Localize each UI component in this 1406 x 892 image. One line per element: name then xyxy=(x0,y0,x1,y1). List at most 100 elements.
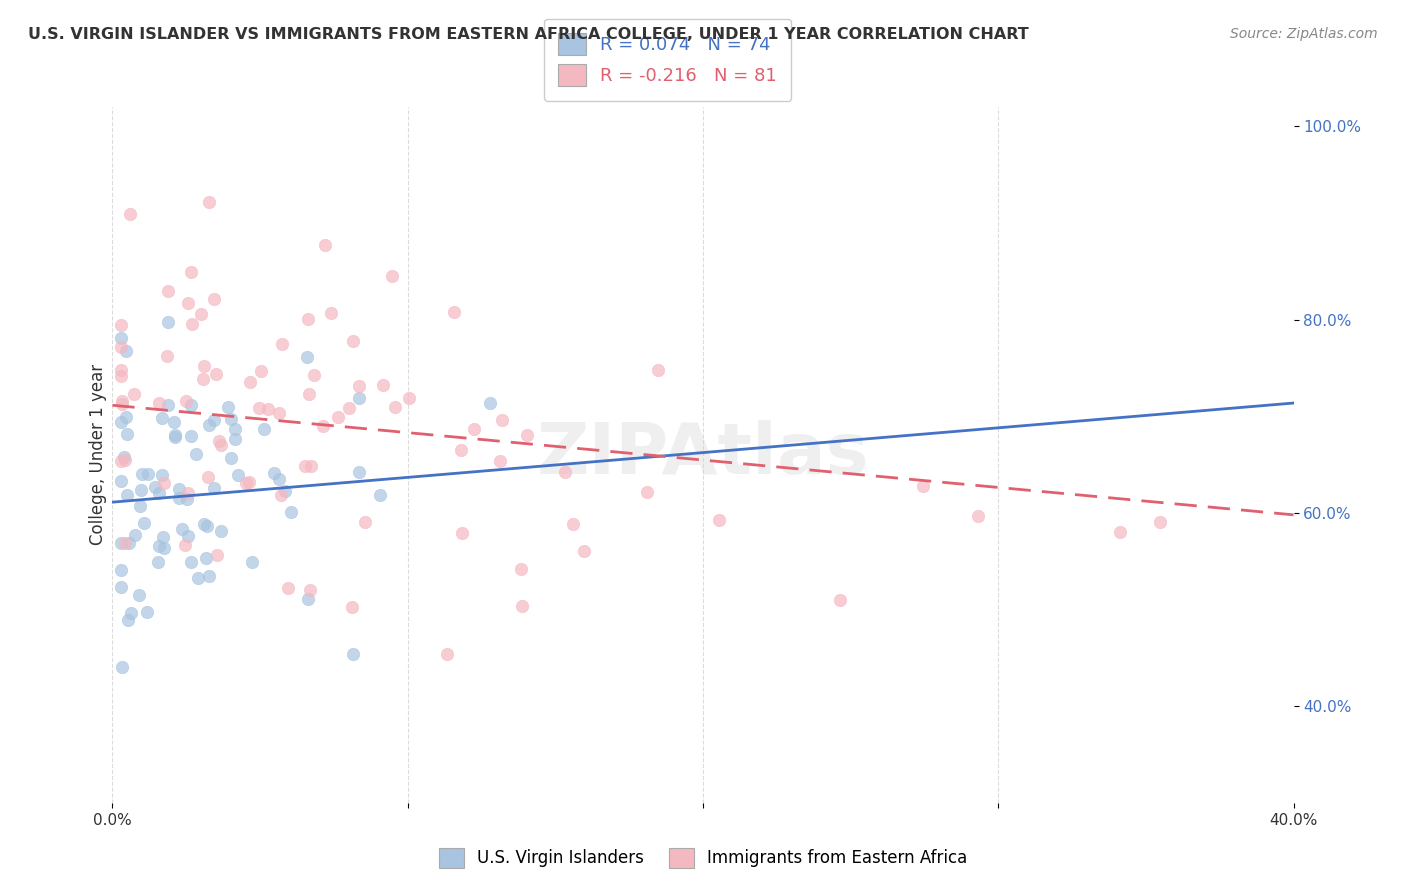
Point xyxy=(124,387,146,401)
Point xyxy=(347,465,370,479)
Point xyxy=(209,524,232,539)
Point xyxy=(115,409,138,424)
Point xyxy=(312,418,335,433)
Point xyxy=(174,538,197,552)
Point xyxy=(295,350,318,364)
Point xyxy=(202,292,225,306)
Point xyxy=(224,433,246,447)
Point xyxy=(131,467,153,482)
Point xyxy=(169,483,191,497)
Point xyxy=(707,513,730,527)
Point xyxy=(197,518,219,533)
Point xyxy=(148,539,170,553)
Point xyxy=(217,400,239,414)
Point xyxy=(636,485,658,500)
Point xyxy=(118,536,141,550)
Point xyxy=(148,395,170,409)
Point xyxy=(828,592,851,607)
Point xyxy=(342,600,364,615)
Point xyxy=(319,306,342,320)
Point xyxy=(150,411,173,425)
Point xyxy=(240,556,263,570)
Point xyxy=(110,394,132,409)
Point xyxy=(219,450,242,465)
Point xyxy=(110,454,132,468)
Point xyxy=(368,488,391,502)
Text: ZIPAtlas: ZIPAtlas xyxy=(537,420,869,490)
Point xyxy=(294,459,316,474)
Point xyxy=(269,406,291,420)
Point xyxy=(299,583,322,598)
Point xyxy=(156,349,179,363)
Point xyxy=(510,599,533,614)
Point xyxy=(180,265,202,279)
Point xyxy=(302,368,325,382)
Point xyxy=(647,362,669,376)
Point xyxy=(148,485,170,500)
Point xyxy=(146,810,169,824)
Point xyxy=(128,588,150,602)
Point xyxy=(120,607,142,621)
Point xyxy=(574,544,596,558)
Point xyxy=(354,516,377,530)
Point xyxy=(347,379,370,393)
Point xyxy=(463,421,485,435)
Point xyxy=(180,398,202,412)
Point xyxy=(152,468,174,483)
Point xyxy=(204,413,226,427)
Point xyxy=(443,305,465,319)
Point xyxy=(253,422,276,436)
Point xyxy=(197,470,219,484)
Point xyxy=(115,488,138,502)
Point xyxy=(911,479,934,493)
Point xyxy=(110,363,132,377)
Point xyxy=(110,580,132,594)
Point xyxy=(337,401,360,416)
Point xyxy=(239,375,262,389)
Point xyxy=(110,318,132,333)
Point xyxy=(209,438,232,452)
Legend: R = 0.074   N = 74, R = -0.216   N = 81: R = 0.074 N = 74, R = -0.216 N = 81 xyxy=(544,19,792,101)
Point xyxy=(110,416,132,430)
Point xyxy=(177,296,200,310)
Point xyxy=(193,517,215,532)
Text: Source: ZipAtlas.com: Source: ZipAtlas.com xyxy=(1230,27,1378,41)
Point xyxy=(298,387,321,401)
Point xyxy=(118,207,141,221)
Point xyxy=(163,430,186,444)
Point xyxy=(198,569,221,583)
Point xyxy=(342,647,364,661)
Point xyxy=(326,409,349,424)
Point xyxy=(299,458,322,473)
Point xyxy=(267,472,290,486)
Point xyxy=(115,344,138,359)
Point xyxy=(510,561,533,575)
Point xyxy=(174,394,197,409)
Point xyxy=(170,523,193,537)
Point xyxy=(270,488,292,502)
Point xyxy=(117,613,139,627)
Point xyxy=(554,465,576,479)
Point xyxy=(177,486,200,500)
Point xyxy=(371,377,394,392)
Point xyxy=(208,434,231,448)
Point xyxy=(274,484,297,499)
Point xyxy=(143,479,166,493)
Point xyxy=(238,475,260,489)
Point xyxy=(152,530,174,544)
Point xyxy=(1149,516,1171,530)
Point xyxy=(247,401,270,415)
Point xyxy=(491,413,513,427)
Point xyxy=(110,331,132,345)
Point xyxy=(257,401,280,416)
Point xyxy=(156,315,179,329)
Point xyxy=(193,359,215,373)
Point xyxy=(314,237,336,252)
Point xyxy=(271,337,294,351)
Point xyxy=(277,581,299,595)
Point xyxy=(342,334,364,349)
Point xyxy=(297,311,319,326)
Point xyxy=(157,398,180,412)
Point xyxy=(224,422,246,436)
Point xyxy=(205,548,228,562)
